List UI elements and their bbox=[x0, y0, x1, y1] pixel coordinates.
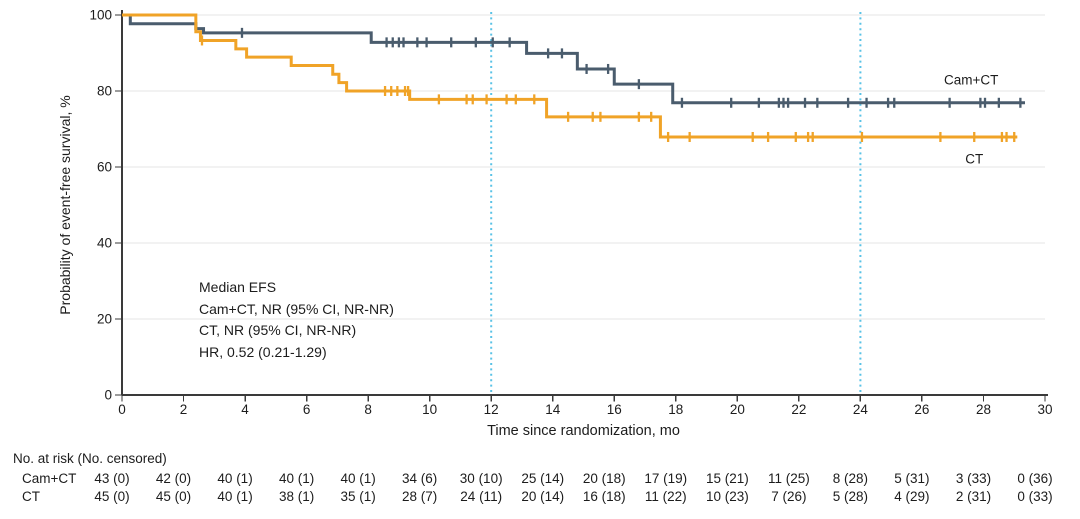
y-tick-label: 80 bbox=[97, 84, 112, 99]
risk-cell-camct-12mo: 30 (10) bbox=[459, 471, 503, 486]
risk-cell-ct-12mo: 24 (11) bbox=[460, 489, 503, 504]
risk-cell-ct-20mo: 10 (23) bbox=[705, 489, 749, 504]
risk-row-label-ct: CT bbox=[22, 489, 40, 504]
risk-cell-ct-18mo: 11 (22) bbox=[644, 489, 687, 504]
y-tick-label: 100 bbox=[89, 8, 112, 23]
annotation-line-ct: CT, NR (95% CI, NR-NR) bbox=[199, 322, 357, 338]
x-tick-label: 24 bbox=[853, 402, 869, 417]
annotation-line-hr: HR, 0.52 (0.21-1.29) bbox=[199, 343, 327, 360]
median-efs-annotation: Median EFS Cam+CT, NR (95% CI, NR-NR) CT… bbox=[199, 277, 394, 363]
y-axis-title: Probability of event-free survival, % bbox=[57, 95, 73, 315]
risk-cell-camct-18mo: 17 (19) bbox=[644, 471, 688, 486]
x-axis-title: Time since randomization, mo bbox=[487, 423, 680, 439]
y-tick-label: 20 bbox=[97, 312, 112, 327]
risk-cell-ct-16mo: 16 (18) bbox=[582, 489, 626, 504]
risk-row-label-camct: Cam+CT bbox=[22, 471, 77, 486]
y-tick-label: 40 bbox=[97, 236, 112, 251]
x-tick-label: 2 bbox=[180, 402, 188, 417]
risk-cell-camct-26mo: 5 (31) bbox=[894, 471, 930, 486]
curve-label-camct: Cam+CT bbox=[944, 73, 998, 88]
risk-cell-camct-20mo: 15 (21) bbox=[705, 471, 749, 486]
x-tick-label: 8 bbox=[364, 402, 372, 417]
risk-cell-camct-6mo: 40 (1) bbox=[278, 471, 315, 486]
risk-cell-camct-0mo: 43 (0) bbox=[94, 471, 130, 486]
risk-cell-ct-8mo: 35 (1) bbox=[340, 489, 376, 504]
risk-cell-ct-14mo: 20 (14) bbox=[521, 489, 565, 504]
x-tick-label: 20 bbox=[730, 402, 745, 417]
y-tick-label: 60 bbox=[97, 160, 112, 175]
risk-cell-camct-8mo: 40 (1) bbox=[340, 471, 376, 486]
x-tick-label: 16 bbox=[607, 402, 622, 417]
x-tick-label: 4 bbox=[241, 402, 249, 417]
annotation-line-camct: Cam+CT, NR (95% CI, NR-NR) bbox=[199, 300, 394, 317]
risk-cell-camct-22mo: 11 (25) bbox=[767, 471, 810, 486]
curve-label-ct: CT bbox=[965, 151, 983, 166]
annotation-line-median-efs: Median EFS bbox=[199, 279, 277, 295]
risk-cell-ct-2mo: 45 (0) bbox=[155, 489, 192, 504]
x-tick-label: 22 bbox=[791, 402, 806, 417]
x-tick-label: 18 bbox=[668, 402, 683, 417]
risk-cell-ct-24mo: 5 (28) bbox=[832, 489, 869, 504]
risk-cell-ct-22mo: 7 (26) bbox=[771, 489, 807, 504]
risk-cell-camct-28mo: 3 (33) bbox=[955, 471, 992, 486]
risk-table-header: No. at risk (No. censored) bbox=[13, 451, 167, 466]
x-tick-label: 10 bbox=[422, 402, 437, 417]
x-tick-label: 26 bbox=[914, 402, 929, 417]
risk-cell-ct-4mo: 40 (1) bbox=[217, 489, 253, 504]
risk-cell-ct-6mo: 38 (1) bbox=[278, 489, 315, 504]
x-tick-label: 28 bbox=[976, 402, 991, 417]
risk-cell-camct-30mo: 0 (36) bbox=[1017, 471, 1053, 486]
risk-cell-camct-16mo: 20 (18) bbox=[582, 471, 626, 486]
risk-cell-camct-24mo: 8 (28) bbox=[832, 471, 869, 486]
risk-cell-ct-0mo: 45 (0) bbox=[94, 489, 130, 504]
risk-cell-camct-4mo: 40 (1) bbox=[217, 471, 253, 486]
x-tick-label: 12 bbox=[484, 402, 499, 417]
risk-cell-ct-10mo: 28 (7) bbox=[402, 489, 438, 504]
risk-cell-ct-26mo: 4 (29) bbox=[894, 489, 930, 504]
risk-cell-ct-28mo: 2 (31) bbox=[955, 489, 992, 504]
survival-curve-camct bbox=[122, 13, 1025, 105]
risk-cell-ct-30mo: 0 (33) bbox=[1017, 489, 1053, 504]
x-tick-label: 30 bbox=[1037, 402, 1052, 417]
risk-cell-camct-10mo: 34 (6) bbox=[402, 471, 438, 486]
x-tick-label: 6 bbox=[303, 402, 311, 417]
risk-cell-camct-14mo: 25 (14) bbox=[521, 471, 565, 486]
x-tick-label: 0 bbox=[118, 402, 126, 417]
y-tick-label: 0 bbox=[104, 388, 112, 403]
x-tick-label: 14 bbox=[545, 402, 561, 417]
survival-curve-ct bbox=[122, 13, 1018, 139]
risk-cell-camct-2mo: 42 (0) bbox=[155, 471, 192, 486]
